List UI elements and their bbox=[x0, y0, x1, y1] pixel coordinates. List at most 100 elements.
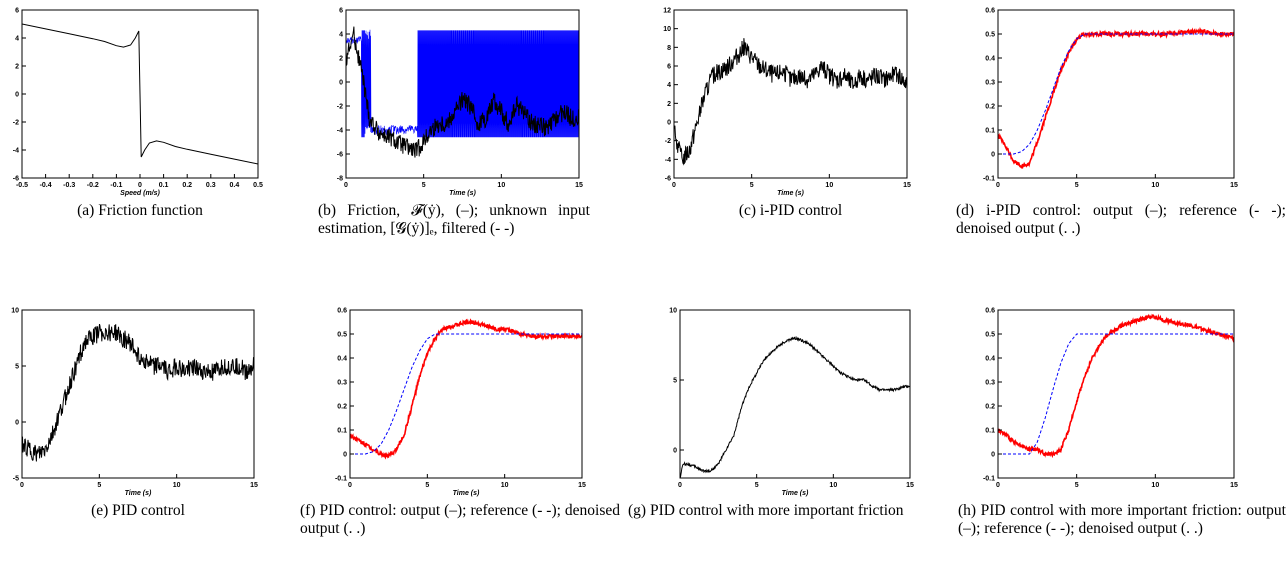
chart-d: 0 5 10 15-0.100.10.20.30.40.50.6 bbox=[983, 8, 1238, 190]
x-tick-label: -0.2 bbox=[87, 182, 99, 189]
x-axis-label: Time (s) bbox=[782, 490, 809, 497]
y-tick-label: 0.4 bbox=[337, 356, 347, 363]
axes-frame bbox=[997, 9, 1235, 179]
y-tick-label: -4 bbox=[337, 128, 343, 135]
y-tick-label: 0.1 bbox=[337, 428, 347, 435]
x-tick-label: 0 bbox=[348, 482, 352, 489]
x-tick-label: 5 bbox=[1075, 482, 1079, 489]
x-tick-label: 0.2 bbox=[182, 182, 192, 189]
y-tick-label: 0 bbox=[15, 92, 19, 99]
series-line-0 bbox=[674, 38, 907, 166]
y-tick-label: 10 bbox=[11, 308, 19, 315]
caption-d: (d) i-PID control: output (–); reference… bbox=[956, 202, 1286, 237]
y-tick-label: 0 bbox=[991, 152, 995, 159]
x-tick-label: -0.5 bbox=[16, 182, 28, 189]
panel-e: 0 5 10 15 -5 0 5 10 Time (s) (e) PID control bbox=[0, 300, 270, 571]
x-axis-label: Time (s) bbox=[777, 190, 804, 197]
chart-b: 0 5 10 15 -8 -6 -4 -2 0 2 4 6 Time (s) bbox=[337, 8, 583, 198]
x-tick-label: 15 bbox=[578, 482, 586, 489]
y-tick-label: 6 bbox=[15, 8, 19, 15]
y-tick-label: -6 bbox=[13, 176, 19, 183]
y-tick-label: 0.3 bbox=[985, 80, 995, 87]
y-tick-label: -2 bbox=[665, 138, 671, 145]
y-tick-label: 0 bbox=[667, 120, 671, 127]
x-tick-label: 15 bbox=[575, 182, 583, 189]
y-tick-label: 0.5 bbox=[985, 332, 995, 339]
y-tick-label: 4 bbox=[15, 36, 19, 43]
plot-area bbox=[998, 26, 1234, 169]
chart-h: 0 5 10 15-0.100.10.20.30.40.50.6 bbox=[983, 308, 1238, 490]
x-tick-label: 15 bbox=[903, 182, 911, 189]
y-tick-label: 6 bbox=[667, 64, 671, 71]
series-line-0 bbox=[22, 23, 258, 165]
plot-area bbox=[22, 23, 258, 165]
caption-g: (g) PID control with more important fric… bbox=[628, 502, 904, 519]
y-tick-label: 0.3 bbox=[985, 380, 995, 387]
caption-f: (f) PID control: output (–); reference (… bbox=[300, 502, 620, 537]
y-tick-label: -0.1 bbox=[335, 476, 347, 483]
y-tick-label: 0.2 bbox=[337, 404, 347, 411]
x-tick-label: -0.1 bbox=[110, 182, 122, 189]
series-line-1 bbox=[346, 26, 579, 158]
y-tick-label: 2 bbox=[339, 56, 343, 63]
y-tick-label: -6 bbox=[665, 176, 671, 183]
axes-frame bbox=[997, 309, 1235, 479]
series-line-1 bbox=[998, 33, 1234, 155]
y-tick-label: -0.1 bbox=[983, 476, 995, 483]
x-tick-label: 15 bbox=[250, 482, 258, 489]
y-tick-label: -4 bbox=[13, 148, 19, 155]
x-axis-label: Time (s) bbox=[449, 190, 476, 197]
y-tick-label: 2 bbox=[667, 101, 671, 108]
x-tick-label: -0.3 bbox=[63, 182, 75, 189]
axes-frame bbox=[349, 309, 583, 479]
chart-g: 0 5 10 15 0 5 10 Time (s) bbox=[669, 308, 914, 498]
y-tick-label: 0 bbox=[15, 420, 19, 427]
y-tick-label: 0.3 bbox=[337, 380, 347, 387]
x-tick-label: 0 bbox=[138, 182, 142, 189]
y-tick-label: 0.6 bbox=[337, 308, 347, 315]
axes-frame bbox=[21, 309, 255, 479]
plot-area bbox=[998, 313, 1234, 459]
x-tick-label: 5 bbox=[97, 482, 101, 489]
series-line-0 bbox=[350, 318, 582, 460]
series-line-0 bbox=[998, 313, 1234, 459]
caption-h: (h) PID control with more important fric… bbox=[958, 502, 1286, 537]
y-tick-label: 5 bbox=[15, 364, 19, 371]
axes-frame bbox=[673, 9, 908, 179]
x-tick-label: 10 bbox=[497, 182, 505, 189]
caption-b: (b) Friction, 𝓕(ẏ), (–); unknown input e… bbox=[318, 202, 590, 237]
y-tick-label: 0.5 bbox=[337, 332, 347, 339]
chart-a: -0.5 -0.4 -0.3 -0.2 -0.1 0 0.1 0.2 0.3 0.4 0.5 -6 -4… bbox=[13, 8, 263, 198]
y-tick-label: 0 bbox=[673, 448, 677, 455]
x-tick-label: 0 bbox=[996, 182, 1000, 189]
y-tick-label: 0.4 bbox=[985, 356, 995, 363]
y-tick-label: 4 bbox=[339, 32, 343, 39]
panel-c: 0 5 10 15 -6 -4 -2 0 2 4 6 8 10 12 Time (s) (c) i-PID … bbox=[646, 0, 916, 270]
x-tick-label: 0.5 bbox=[253, 182, 263, 189]
x-tick-label: 5 bbox=[750, 182, 754, 189]
y-tick-label: -6 bbox=[337, 152, 343, 159]
y-tick-label: 0.6 bbox=[985, 308, 995, 315]
x-tick-label: 0 bbox=[20, 482, 24, 489]
x-tick-label: 0 bbox=[344, 182, 348, 189]
x-axis-label: Time (s) bbox=[453, 490, 480, 497]
x-tick-label: 0.4 bbox=[230, 182, 240, 189]
y-tick-label: 0.4 bbox=[985, 56, 995, 63]
series-line-1 bbox=[998, 333, 1234, 455]
x-tick-label: 15 bbox=[1230, 482, 1238, 489]
x-tick-label: 0 bbox=[678, 482, 682, 489]
y-tick-label: 12 bbox=[663, 8, 671, 15]
panel-g: 0 5 10 15 0 5 10 Time (s) (g) PID control with … bbox=[628, 300, 958, 571]
y-tick-label: 0 bbox=[991, 452, 995, 459]
y-tick-label: 8 bbox=[667, 45, 671, 52]
y-tick-label: 0.2 bbox=[985, 104, 995, 111]
caption-e: (e) PID control bbox=[91, 502, 185, 519]
x-tick-label: 0 bbox=[672, 182, 676, 189]
y-tick-label: 0 bbox=[343, 452, 347, 459]
x-tick-label: 0.1 bbox=[159, 182, 169, 189]
axes-frame bbox=[679, 309, 911, 479]
y-tick-label: -2 bbox=[13, 120, 19, 127]
x-tick-label: 0.3 bbox=[206, 182, 216, 189]
y-tick-label: -8 bbox=[337, 176, 343, 183]
